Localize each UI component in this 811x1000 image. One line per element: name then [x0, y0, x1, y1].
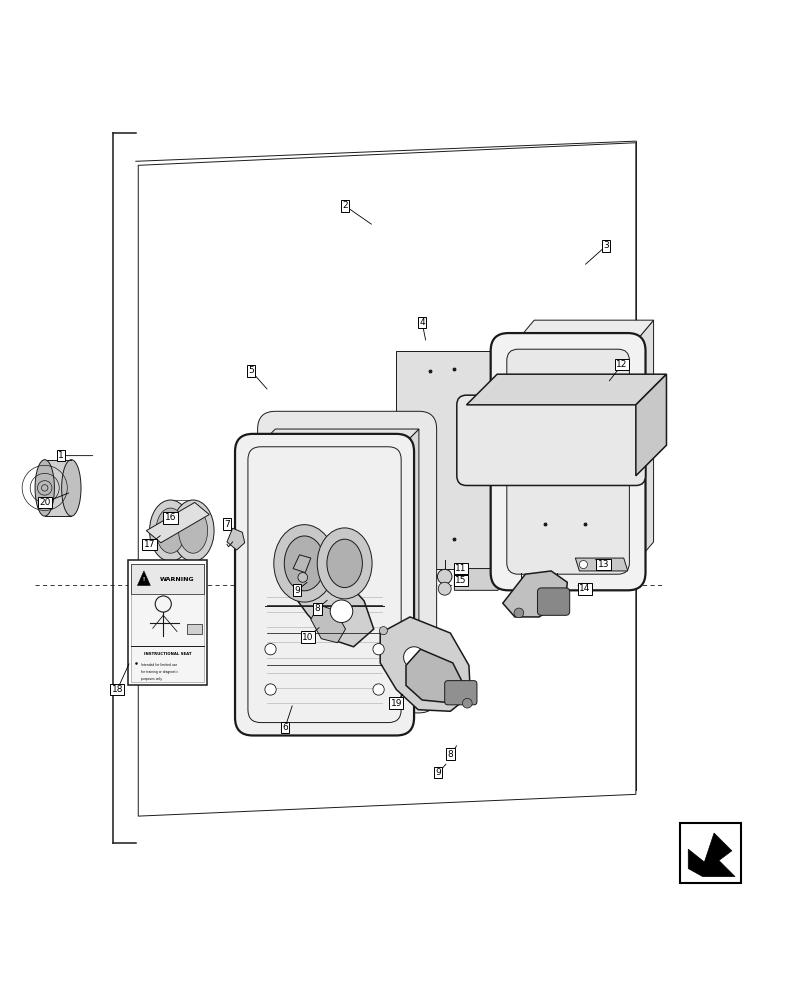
Polygon shape [45, 460, 71, 516]
Circle shape [298, 573, 307, 582]
Circle shape [403, 647, 424, 668]
Text: purposes only: purposes only [140, 677, 161, 681]
Text: 11: 11 [454, 564, 466, 573]
FancyBboxPatch shape [457, 395, 645, 485]
Circle shape [462, 698, 471, 708]
Text: !: ! [143, 577, 145, 582]
Circle shape [372, 684, 384, 695]
Bar [127, 560, 207, 685]
Text: 9: 9 [435, 768, 440, 777]
Circle shape [436, 679, 453, 695]
Text: 8: 8 [447, 750, 453, 759]
Text: 4: 4 [418, 318, 424, 327]
Text: for training or diagnostic: for training or diagnostic [140, 670, 178, 674]
FancyBboxPatch shape [234, 434, 414, 735]
Text: 16: 16 [165, 513, 176, 522]
Polygon shape [252, 429, 418, 452]
Text: 13: 13 [597, 560, 608, 569]
Circle shape [438, 582, 451, 595]
Text: 19: 19 [390, 699, 401, 708]
Text: 8: 8 [314, 604, 320, 613]
Polygon shape [627, 320, 653, 573]
Polygon shape [575, 558, 627, 571]
Polygon shape [635, 374, 666, 476]
Ellipse shape [156, 508, 185, 553]
Text: 10: 10 [302, 633, 313, 642]
Polygon shape [137, 571, 150, 585]
Polygon shape [466, 445, 666, 476]
Polygon shape [293, 555, 311, 573]
Text: 7: 7 [224, 520, 230, 529]
Ellipse shape [62, 460, 81, 516]
Circle shape [372, 644, 384, 655]
Polygon shape [311, 605, 345, 643]
Polygon shape [396, 351, 508, 569]
Ellipse shape [317, 528, 371, 599]
Polygon shape [454, 569, 508, 590]
Polygon shape [380, 617, 470, 711]
Bar [680, 823, 740, 883]
Text: 12: 12 [616, 360, 627, 369]
FancyBboxPatch shape [490, 333, 645, 590]
Ellipse shape [172, 500, 214, 561]
Polygon shape [688, 833, 734, 877]
Polygon shape [138, 143, 635, 816]
FancyBboxPatch shape [537, 588, 569, 615]
Ellipse shape [273, 525, 335, 602]
FancyBboxPatch shape [506, 349, 629, 574]
Circle shape [437, 569, 452, 584]
Circle shape [264, 684, 276, 695]
Polygon shape [502, 571, 567, 617]
Ellipse shape [284, 536, 324, 591]
Text: 15: 15 [454, 576, 466, 585]
Text: 20: 20 [39, 498, 50, 507]
Circle shape [330, 600, 352, 623]
Text: 14: 14 [578, 584, 590, 593]
Text: 9: 9 [294, 586, 299, 595]
Bar [131, 564, 204, 594]
Polygon shape [227, 528, 244, 550]
Text: INSTRUCTIONAL SEAT: INSTRUCTIONAL SEAT [144, 652, 191, 656]
Text: WARNING: WARNING [159, 577, 194, 582]
Text: 1: 1 [58, 451, 63, 460]
Circle shape [264, 644, 276, 655]
Text: 17: 17 [144, 540, 155, 549]
Text: 2: 2 [341, 201, 347, 210]
Ellipse shape [35, 460, 54, 516]
Bar [187, 624, 202, 634]
Circle shape [579, 560, 586, 569]
Ellipse shape [178, 508, 208, 553]
Text: 18: 18 [111, 685, 123, 694]
Ellipse shape [149, 500, 191, 561]
Circle shape [513, 608, 523, 618]
Ellipse shape [327, 539, 362, 588]
Polygon shape [396, 429, 418, 718]
Circle shape [379, 627, 387, 635]
Text: 3: 3 [603, 241, 608, 250]
Text: 5: 5 [248, 366, 254, 375]
Polygon shape [508, 320, 653, 351]
Polygon shape [466, 374, 666, 405]
Polygon shape [146, 502, 209, 543]
Polygon shape [406, 649, 464, 703]
FancyBboxPatch shape [257, 411, 436, 713]
Bar [131, 564, 204, 682]
Polygon shape [294, 566, 373, 647]
FancyBboxPatch shape [444, 681, 476, 705]
Text: 6: 6 [281, 723, 288, 732]
Text: Intended for limited use: Intended for limited use [140, 663, 177, 667]
